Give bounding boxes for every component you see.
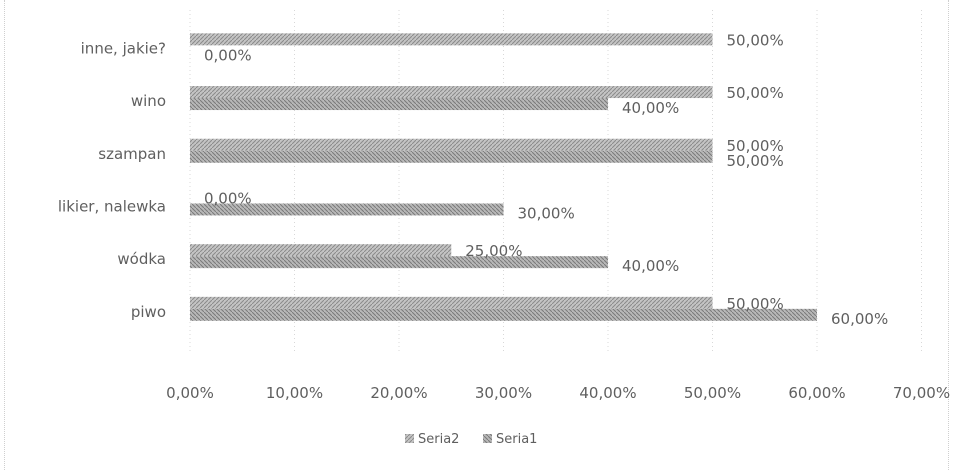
data-label: 25,00% xyxy=(465,242,522,260)
category-label: szampan xyxy=(98,145,166,163)
bar-seria2 xyxy=(190,244,452,257)
bar-seria1 xyxy=(190,256,608,269)
legend: Seria2 Seria1 xyxy=(405,432,537,447)
x-tick-label: 0,00% xyxy=(166,384,214,402)
x-tick-label: 20,00% xyxy=(370,384,427,402)
category-label: wino xyxy=(131,92,166,110)
category-label: wódka xyxy=(117,250,166,268)
data-label: 0,00% xyxy=(204,46,252,64)
x-axis-tick-labels: 0,00% 10,00% 20,00% 30,00% 40,00% 50,00% 60,00… xyxy=(166,384,950,402)
x-tick-label: 50,00% xyxy=(684,384,741,402)
x-tick-label: 70,00% xyxy=(893,384,950,402)
category-label: likier, nalewka xyxy=(58,197,166,215)
x-tick-label: 40,00% xyxy=(579,384,636,402)
data-label: 50,00% xyxy=(727,31,784,49)
x-tick-label: 10,00% xyxy=(266,384,323,402)
data-label: 50,00% xyxy=(727,295,784,313)
bars xyxy=(190,33,817,321)
bar-seria1 xyxy=(190,203,504,216)
legend-swatch xyxy=(483,434,492,443)
bar-seria2 xyxy=(190,33,713,46)
right-border-dots xyxy=(948,0,949,470)
legend-swatch xyxy=(405,434,414,443)
bar-seria2 xyxy=(190,86,713,99)
bar-seria2 xyxy=(190,138,713,151)
data-label: 40,00% xyxy=(622,257,679,275)
gridlines xyxy=(189,10,922,352)
bar-seria1 xyxy=(190,308,817,321)
data-label: 60,00% xyxy=(831,310,888,328)
category-label: inne, jakie? xyxy=(81,39,166,57)
left-border-dots xyxy=(4,0,5,470)
bar-seria1 xyxy=(190,98,608,111)
bar-seria2 xyxy=(190,296,713,309)
bar-seria1 xyxy=(190,150,713,163)
x-tick-label: 30,00% xyxy=(475,384,532,402)
x-tick-label: 60,00% xyxy=(788,384,845,402)
legend-label: Seria2 xyxy=(418,432,459,447)
data-labels: 50,00% 60,00% 25,00% 40,00% 0,00% 30,00% 50,00… xyxy=(204,31,888,328)
data-label: 50,00% xyxy=(727,137,784,155)
data-label: 40,00% xyxy=(622,99,679,117)
legend-label: Seria1 xyxy=(496,432,537,447)
category-labels: piwo wódka likier, nalewka szampan wino inne,… xyxy=(58,39,166,321)
data-label: 0,00% xyxy=(204,189,252,207)
data-label: 50,00% xyxy=(727,152,784,170)
data-label: 50,00% xyxy=(727,84,784,102)
category-label: piwo xyxy=(131,303,166,321)
data-label: 30,00% xyxy=(518,204,575,222)
